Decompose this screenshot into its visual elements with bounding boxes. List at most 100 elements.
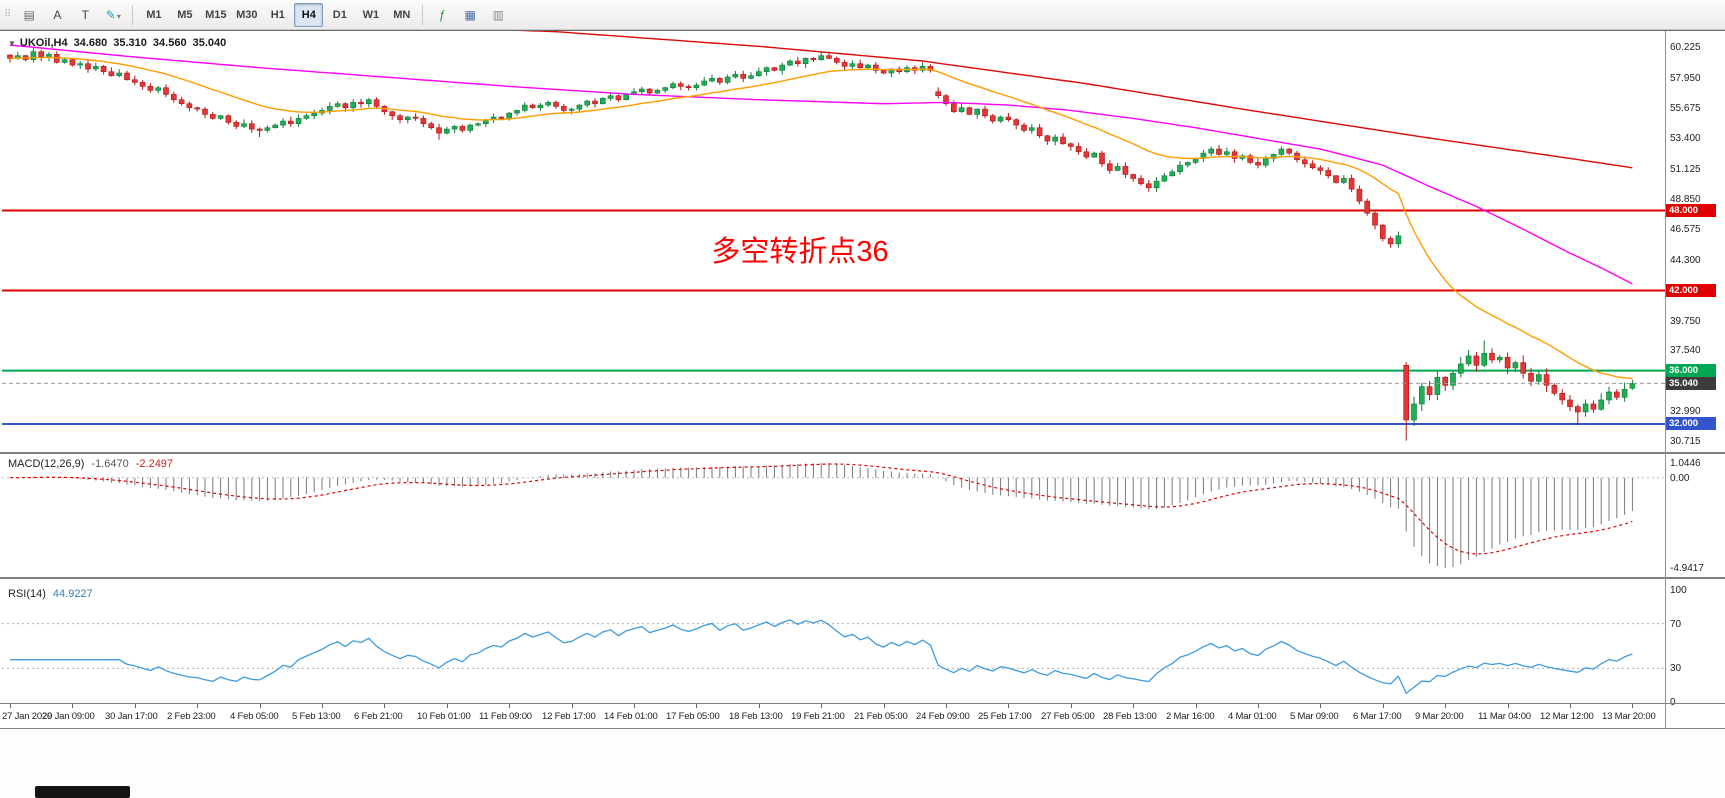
toolbar-separator bbox=[132, 4, 134, 25]
time-axis-tick bbox=[447, 704, 448, 708]
time-axis-tick bbox=[1383, 704, 1384, 708]
price-axis-border bbox=[1665, 31, 1666, 728]
macd-axis-label: 1.0446 bbox=[1670, 458, 1701, 469]
bottom-strip bbox=[0, 729, 1725, 798]
macd-indicator-label: MACD(12,26,9) -1.6470 -2.2497 bbox=[8, 458, 173, 470]
timeframe-button-H4[interactable]: H4 bbox=[294, 2, 324, 27]
one-click-trading-toggle[interactable]: ▼ bbox=[8, 39, 16, 48]
time-axis-label: 11 Mar 04:00 bbox=[1478, 711, 1531, 722]
price-axis-label: 39.750 bbox=[1670, 316, 1701, 327]
rsi-axis-label: 100 bbox=[1670, 585, 1687, 596]
time-axis-label: 12 Mar 12:00 bbox=[1540, 711, 1594, 722]
chart-layout-icon[interactable]: ▦ bbox=[464, 7, 476, 22]
chart-properties-icon[interactable]: ▤ bbox=[23, 7, 35, 22]
time-axis-label: 2 Feb 23:00 bbox=[167, 711, 216, 722]
time-axis-label: 10 Feb 01:00 bbox=[417, 711, 471, 722]
rsi-line bbox=[10, 619, 1633, 695]
macd-axis-label: 0.00 bbox=[1670, 473, 1690, 484]
macd-name: MACD(12,26,9) bbox=[8, 458, 85, 470]
indicators-icon[interactable]: ƒ bbox=[438, 7, 446, 22]
timeframe-button-D1[interactable]: D1 bbox=[332, 8, 347, 21]
timeframe-button-M5[interactable]: M5 bbox=[177, 8, 193, 21]
high-value: 35.310 bbox=[113, 37, 147, 49]
price-axis-label: 32.990 bbox=[1670, 406, 1701, 417]
time-axis-tick bbox=[260, 704, 261, 708]
price-axis-label: 48.850 bbox=[1670, 194, 1701, 205]
time-axis-label: 12 Feb 17:00 bbox=[542, 711, 596, 722]
price-level-badge-42.000: 42.000 bbox=[1666, 284, 1716, 297]
time-axis-tick bbox=[1508, 704, 1509, 708]
time-axis-tick bbox=[72, 704, 73, 708]
time-axis-label: 27 Jan 2020 bbox=[2, 711, 53, 722]
price-axis-label: 53.400 bbox=[1670, 133, 1701, 144]
time-axis-tick bbox=[1196, 704, 1197, 708]
macd-signal-line bbox=[10, 463, 1633, 555]
pane-separator-macd-rsi[interactable] bbox=[0, 577, 1725, 579]
time-axis-tick bbox=[509, 704, 510, 708]
time-axis-label: 9 Mar 20:00 bbox=[1415, 711, 1464, 722]
time-axis-tick bbox=[759, 704, 760, 708]
toolbar: ⠿ ▤ A T ✎▾ M1 M5 M15 M30 H1 H4 D1 W1 MN ƒ ▦ ▥ bbox=[0, 0, 1725, 30]
timeframe-button-M30[interactable]: M30 bbox=[236, 8, 258, 21]
price-axis-label: 60.225 bbox=[1670, 42, 1701, 53]
pane-separator-rsi-axis bbox=[0, 703, 1725, 704]
time-axis-tick bbox=[946, 704, 947, 708]
price-level-badge-32.000: 32.000 bbox=[1666, 417, 1716, 430]
time-axis-bottom-border bbox=[0, 728, 1725, 729]
text-label-tool[interactable]: T bbox=[81, 7, 89, 22]
price-axis-label: 51.125 bbox=[1670, 164, 1701, 175]
time-axis-tick bbox=[10, 704, 11, 708]
time-axis-label: 25 Feb 17:00 bbox=[978, 711, 1032, 722]
time-axis-label: 5 Mar 09:00 bbox=[1290, 711, 1339, 722]
chart-window-top-border bbox=[0, 30, 1725, 31]
time-axis-label: 24 Feb 09:00 bbox=[916, 711, 970, 722]
ma-red-line bbox=[516, 31, 1633, 169]
time-axis-label: 13 Mar 20:00 bbox=[1602, 711, 1656, 722]
rsi-value: 44.9227 bbox=[52, 588, 93, 600]
toolbar-separator bbox=[422, 4, 424, 25]
text-annotation-tool[interactable]: A bbox=[53, 7, 62, 22]
pane-separator-main-macd[interactable] bbox=[0, 452, 1725, 454]
macd-axis-label: -4.9417 bbox=[1670, 563, 1704, 574]
timeframe-button-W1[interactable]: W1 bbox=[362, 8, 380, 21]
time-axis-tick bbox=[1570, 704, 1571, 708]
time-axis-label: 6 Mar 17:00 bbox=[1353, 711, 1402, 722]
price-axis-label: 57.950 bbox=[1670, 73, 1701, 84]
time-axis-label: 29 Jan 09:00 bbox=[42, 711, 95, 722]
time-axis-label: 4 Mar 01:00 bbox=[1228, 711, 1277, 722]
time-axis-tick bbox=[322, 704, 323, 708]
macd-main-value: -1.6470 bbox=[91, 458, 129, 470]
time-axis-tick bbox=[135, 704, 136, 708]
timeframe-button-MN[interactable]: MN bbox=[393, 8, 411, 21]
rsi-axis-label: 70 bbox=[1670, 619, 1682, 630]
time-axis-label: 14 Feb 01:00 bbox=[604, 711, 658, 722]
time-axis-tick bbox=[884, 704, 885, 708]
time-axis-tick bbox=[1320, 704, 1321, 708]
taskbar-item[interactable] bbox=[35, 786, 130, 798]
draw-pencil-tool[interactable]: ✎▾ bbox=[105, 7, 121, 22]
close-value: 35.040 bbox=[192, 37, 227, 49]
timeframe-button-H1[interactable]: H1 bbox=[270, 8, 285, 21]
chart-ohlc-header: ▼ UKOil,H4 34.680 35.310 34.560 35.040 bbox=[8, 37, 232, 49]
time-axis-label: 2 Mar 16:00 bbox=[1166, 711, 1215, 722]
time-axis-label: 19 Feb 21:00 bbox=[791, 711, 845, 722]
time-axis-tick bbox=[1632, 704, 1633, 708]
current-price-badge: 35.040 bbox=[1666, 377, 1716, 390]
time-axis-label: 27 Feb 05:00 bbox=[1041, 711, 1095, 722]
time-axis-label: 6 Feb 21:00 bbox=[354, 711, 403, 722]
time-axis-tick bbox=[1445, 704, 1446, 708]
rsi-name: RSI(14) bbox=[8, 588, 46, 600]
timeframe-button-M15[interactable]: M15 bbox=[205, 8, 227, 21]
time-axis-tick bbox=[696, 704, 697, 708]
timeframe-button-M1[interactable]: M1 bbox=[146, 8, 162, 21]
price-axis-label: 30.715 bbox=[1670, 436, 1701, 447]
price-axis-label: 44.300 bbox=[1670, 255, 1701, 266]
templates-icon[interactable]: ▥ bbox=[492, 7, 504, 22]
ma-orange-line bbox=[9, 56, 1633, 380]
time-axis-label: 21 Feb 05:00 bbox=[854, 711, 908, 722]
price-axis-label: 37.540 bbox=[1670, 345, 1701, 356]
dropdown-arrow-icon: ▾ bbox=[116, 11, 121, 21]
candlesticks bbox=[7, 47, 1636, 441]
toolbar-drag-handle[interactable]: ⠿ bbox=[4, 9, 12, 20]
